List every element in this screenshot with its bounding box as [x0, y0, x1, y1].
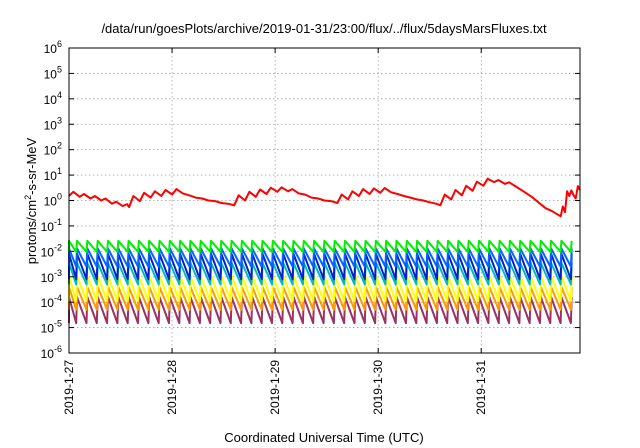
y-tick-base: 10 [41, 296, 55, 310]
y-axis-label-main: protons/cm [24, 200, 39, 264]
series-line-blue [68, 247, 573, 268]
y-tick-label: 102 [44, 141, 62, 158]
y-tick-label: 10-6 [41, 344, 62, 361]
y-axis-label-rest: -s-sr-MeV [24, 137, 39, 194]
y-tick-label: 10-4 [41, 293, 62, 310]
y-tick-label: 10-1 [41, 217, 62, 234]
y-tick-exponent: -2 [54, 242, 62, 252]
y-tick-base: 10 [41, 347, 55, 361]
y-tick-exponent: 6 [57, 39, 62, 49]
y-tick-exponent: -1 [54, 217, 62, 227]
y-tick-exponent: 2 [57, 141, 62, 151]
y-tick-exponent: -4 [54, 293, 62, 303]
y-tick-exponent: 1 [57, 166, 62, 176]
y-axis-label-sup: 2 [23, 195, 33, 200]
y-tick-label: 104 [44, 90, 62, 107]
y-tick-base: 10 [41, 322, 55, 336]
x-axis-label: Coordinated Universal Time (UTC) [224, 430, 423, 445]
y-tick-base: 10 [44, 67, 58, 81]
series-group [68, 177, 581, 325]
x-tick-label: 2019-1-31 [474, 360, 488, 415]
x-tick-label: 2019-1-30 [371, 360, 385, 415]
y-tick-base: 10 [44, 118, 58, 132]
series-line-red [68, 177, 581, 218]
y-tick-label: 106 [44, 39, 62, 56]
y-tick-label: 103 [44, 115, 62, 132]
y-tick-base: 10 [41, 245, 55, 259]
chart-title: /data/run/goesPlots/archive/2019-01-31/2… [101, 21, 547, 36]
x-tick-label: 2019-1-29 [268, 360, 282, 415]
y-tick-labels: 10-610-510-410-310-210-11001011021031041… [41, 39, 62, 361]
y-tick-label: 10-2 [41, 242, 62, 259]
y-tick-base: 10 [44, 195, 58, 209]
y-tick-exponent: 0 [57, 192, 62, 202]
y-tick-exponent: 5 [57, 64, 62, 74]
y-tick-base: 10 [44, 42, 58, 56]
y-tick-base: 10 [44, 144, 58, 158]
y-tick-base: 10 [41, 220, 55, 234]
y-tick-label: 105 [44, 64, 62, 81]
grid [68, 48, 580, 353]
series-line-yellow [68, 274, 573, 303]
series-line-green [68, 239, 573, 253]
y-tick-base: 10 [44, 169, 58, 183]
y-axis-label: protons/cm2-s-sr-MeV [23, 137, 39, 264]
y-tick-exponent: -5 [54, 319, 62, 329]
y-tick-exponent: -6 [54, 344, 62, 354]
y-tick-base: 10 [41, 271, 55, 285]
y-tick-label: 10-3 [41, 268, 62, 285]
y-tick-label: 100 [44, 192, 62, 209]
y-tick-label: 10-5 [41, 319, 62, 336]
y-tick-label: 101 [44, 166, 62, 183]
y-tick-exponent: -3 [54, 268, 62, 278]
x-tick-label: 2019-1-27 [62, 360, 76, 415]
x-tick-labels: 2019-1-27 2019-1-28 2019-1-29 2019-1-30 2019… [62, 360, 488, 415]
y-tick-exponent: 3 [57, 115, 62, 125]
y-tick-base: 10 [44, 93, 58, 107]
ticks [68, 47, 580, 354]
y-tick-exponent: 4 [57, 90, 62, 100]
x-tick-label: 2019-1-28 [165, 360, 179, 415]
